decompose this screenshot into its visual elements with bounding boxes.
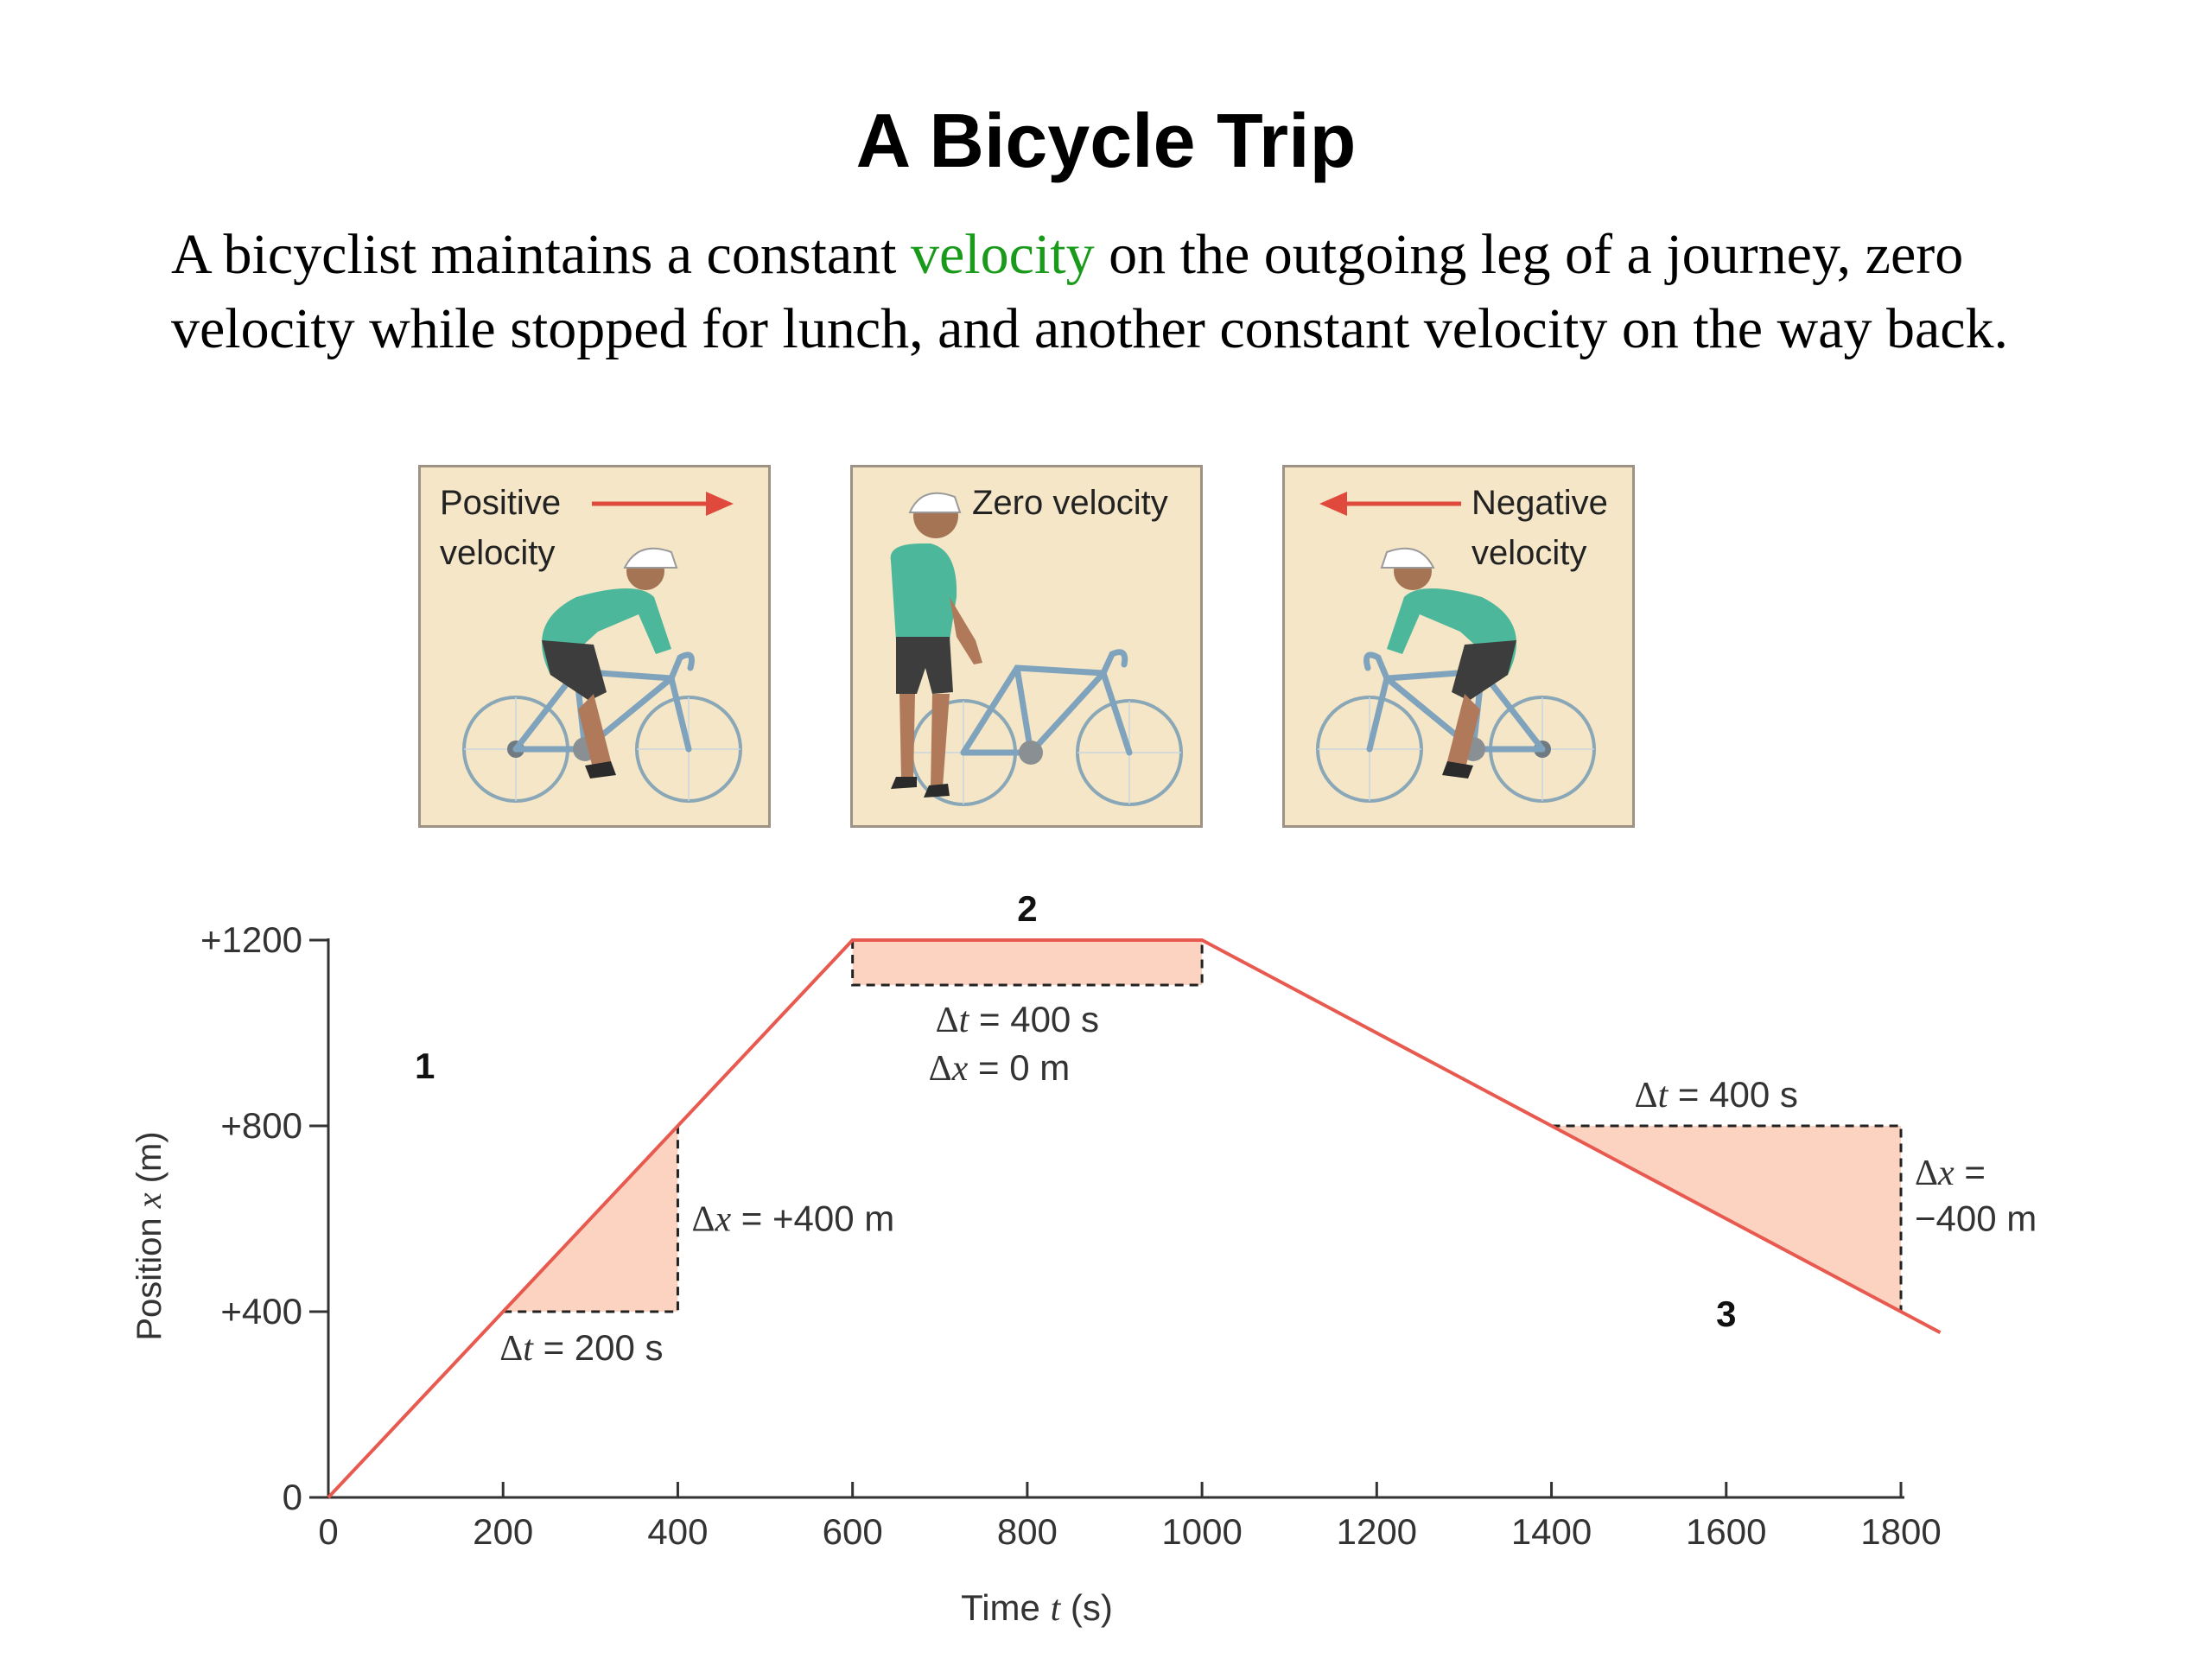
intro-text-start: A bicyclist maintains a constant xyxy=(171,223,912,286)
positive-velocity-panel: Positive velocity xyxy=(418,465,771,828)
y-tick-label: +1200 xyxy=(200,919,302,960)
seg3-dt-label: Δt = 400 s xyxy=(1635,1074,1798,1116)
x-tick-label: 200 xyxy=(473,1511,533,1552)
segment-number: 2 xyxy=(1017,888,1037,929)
panel-caption-line2: velocity xyxy=(440,534,556,572)
x-tick-label: 800 xyxy=(997,1511,1058,1552)
x-axis-label: Time t (s) xyxy=(961,1587,1113,1629)
y-axis-label: Position x (m) xyxy=(130,1131,168,1340)
velocity-term: velocity xyxy=(911,223,1095,286)
segment-number: 3 xyxy=(1716,1294,1736,1334)
seg3-dashed-guide xyxy=(1551,1124,1903,1312)
left-arrow-icon xyxy=(1319,492,1461,516)
panel-caption-line2: velocity xyxy=(1471,534,1587,572)
intro-paragraph: A bicyclist maintains a constant velocit… xyxy=(171,218,2072,366)
right-arrow-icon xyxy=(592,492,734,516)
seg3-dx-label-line2: −400 m xyxy=(1915,1198,2037,1239)
zero-velocity-panel: Zero velocity xyxy=(850,465,1203,828)
seg1-dt-label: Δt = 200 s xyxy=(499,1327,663,1369)
x-tick-label: 1400 xyxy=(1511,1511,1592,1552)
seg2-dt-label: Δt = 400 s xyxy=(936,999,1099,1040)
intro-text-end: on the outgoing leg of a journey, zero v… xyxy=(171,223,2009,360)
x-tick-label: 1200 xyxy=(1337,1511,1417,1552)
chart-labels: 1 2 3 Δt = 200 s Δx = +400 m Δt = 400 s Δx = 0… xyxy=(415,888,2037,1369)
seg1-dx-label: Δx = +400 m xyxy=(691,1198,894,1240)
x-tick-label: 1800 xyxy=(1860,1511,1941,1552)
y-tick-label: +400 xyxy=(220,1291,302,1332)
x-tick-label: 600 xyxy=(823,1511,883,1552)
y-tick-label: +800 xyxy=(220,1105,302,1146)
cyclist-standing-illustration xyxy=(890,492,1183,806)
x-tick-label: 1000 xyxy=(1161,1511,1242,1552)
dashed-guides xyxy=(503,940,1903,1313)
slide-title: A Bicycle Trip xyxy=(855,98,1357,183)
panel-caption-line1: Negative xyxy=(1471,484,1608,522)
seg1-dashed-guide xyxy=(503,1126,679,1313)
x-tick-label: 1600 xyxy=(1686,1511,1766,1552)
seg2-dashed-guide xyxy=(851,940,1204,987)
cyclist-riding-right-illustration xyxy=(462,547,742,803)
x-tick-label: 400 xyxy=(647,1511,708,1552)
panel-caption-line1: Positive xyxy=(440,484,562,522)
panel-caption-line1: Zero velocity xyxy=(972,484,1168,522)
y-tick-label: 0 xyxy=(283,1477,302,1517)
x-tick-label: 0 xyxy=(318,1511,338,1552)
seg2-dx-label: Δx = 0 m xyxy=(929,1047,1071,1089)
position-line xyxy=(327,938,1942,1499)
seg3-dx-label-line1: Δx = xyxy=(1915,1152,1986,1193)
axes: 0 200 400 600 800 1000 1200 1400 1600 1800 0 +400 +8… xyxy=(130,919,1942,1629)
negative-velocity-panel: Negative velocity xyxy=(1282,465,1635,828)
cyclist-riding-left-illustration xyxy=(1316,547,1596,803)
seg2-shading xyxy=(852,940,1203,985)
position-time-chart: 0 200 400 600 800 1000 1200 1400 1600 1800 0 +400 +8… xyxy=(130,888,2037,1629)
segment-number: 1 xyxy=(415,1046,435,1086)
